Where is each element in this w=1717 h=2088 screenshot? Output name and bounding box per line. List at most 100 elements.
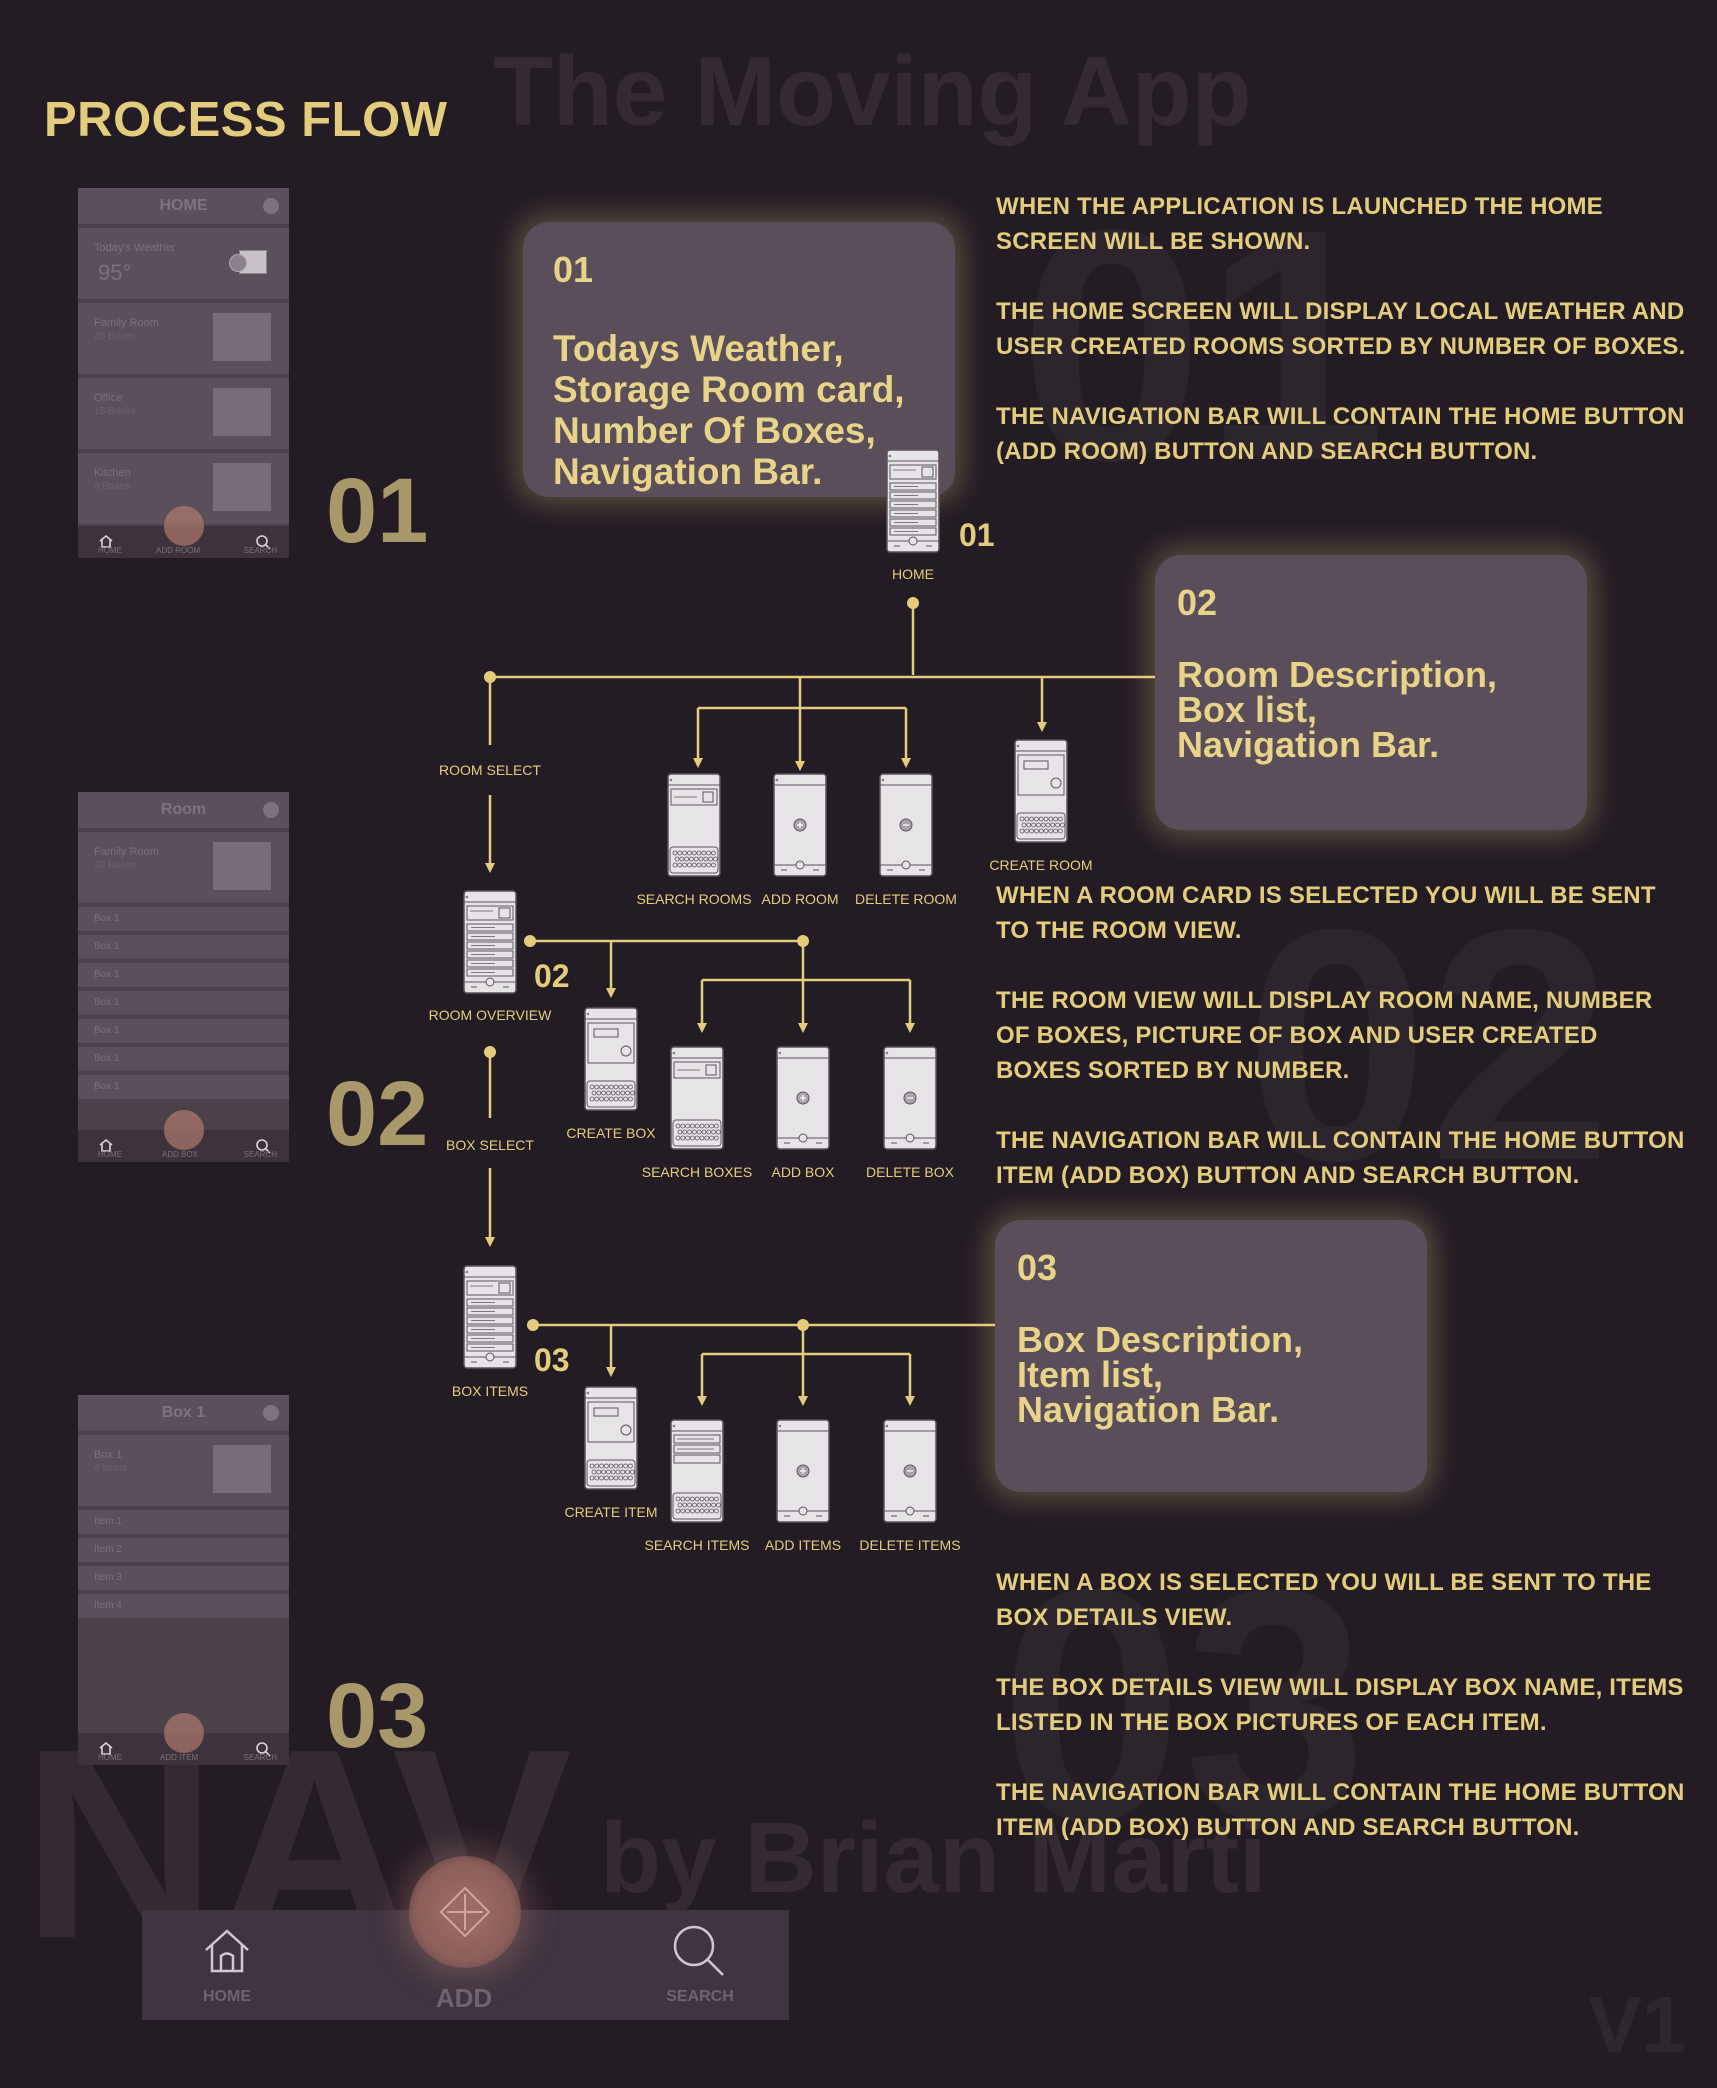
card-text: Room Description, Box list, Navigation B… [1177, 657, 1559, 765]
card-text: Todays Weather, Storage Room card, Numbe… [553, 328, 927, 492]
card-line: Storage Room card, [553, 369, 905, 410]
card-line: Navigation Bar. [1177, 724, 1440, 765]
bg-number-03: 03 [1000, 1520, 1368, 1889]
home-icon [99, 1138, 113, 1152]
paragraph: THE NAVIGATION BAR WILL CONTAIN THE HOME… [996, 1779, 1685, 1841]
room-card: Office 15 Boxes [78, 378, 289, 449]
flow-label: ADD ITEMS [764, 1537, 842, 1553]
card-line: Navigation Bar. [1017, 1389, 1280, 1430]
search-icon [256, 1139, 271, 1154]
card-line: Navigation Bar. [553, 451, 823, 492]
room-card-sub: 20 Boxes [94, 860, 136, 871]
nav-label-home: HOME [98, 546, 122, 555]
nav-label-add: ADD BOX [162, 1150, 199, 1159]
card-line: Box list, [1177, 689, 1318, 730]
paragraph: THE BOX DETAILS VIEW WILL DISPLAY BOX NA… [996, 1674, 1684, 1736]
wireframe-delete-box[interactable] [883, 1046, 937, 1150]
flow-label: SEARCH BOXES [641, 1164, 753, 1180]
room-card-sub: 8 Boxes [94, 481, 131, 492]
list-item: Box 1 [78, 907, 289, 931]
flow-label: ADD BOX [771, 1164, 835, 1180]
add-icon [439, 1886, 491, 1938]
section-01-description: WHEN THE APPLICATION IS LAUNCHED THE HOM… [996, 189, 1696, 469]
room-card-sub: 20 Boxes [94, 331, 136, 342]
add-glow-icon [164, 506, 204, 546]
flow-label: SEARCH ITEMS [644, 1537, 750, 1553]
wireframe-search-items[interactable] [670, 1419, 724, 1523]
wireframe-add-box[interactable] [776, 1046, 830, 1150]
list-item: Item 1 [78, 1510, 289, 1534]
description-card-01: 01 Todays Weather, Storage Room card, Nu… [523, 222, 955, 497]
flow-label: CREATE BOX [566, 1125, 656, 1141]
card-line: Number Of Boxes, [553, 410, 876, 451]
weather-label: Today's Weather [94, 242, 176, 254]
add-nav-label: ADD [435, 1983, 493, 2013]
flow-label: DELETE ROOM [855, 891, 957, 907]
home-screen-mockup: HOME Today's Weather 95° Family Room 20 B… [78, 188, 289, 558]
section-number-03: 03 [326, 1665, 429, 1767]
room-select-label: ROOM SELECT [439, 762, 541, 778]
phone-title: Box 1 [161, 1404, 206, 1421]
wireframe-create-item[interactable] [584, 1386, 638, 1490]
weather-value: 95° [98, 260, 132, 285]
room-card-title: Kitchen [94, 467, 131, 479]
paragraph: WHEN THE APPLICATION IS LAUNCHED THE HOM… [996, 193, 1603, 255]
room-thumbnail [213, 313, 271, 361]
box-card-title: Box 1 [94, 1449, 123, 1461]
byline-watermark: by Brian Marti [600, 1802, 1267, 1914]
card-line: Todays Weather, [553, 328, 844, 369]
phone-nav-bar: HOME ADD ROOM SEARCH [78, 506, 289, 558]
room-card-title: Family Room [94, 317, 159, 329]
add-glow-icon [164, 1713, 204, 1753]
wireframe-search-boxes[interactable] [670, 1046, 724, 1150]
sun-icon [229, 254, 247, 272]
box-items-label: BOX ITEMS [451, 1383, 529, 1399]
nav-label-search: SEARCH [243, 1150, 277, 1159]
app-title-watermark: The Moving App [493, 36, 1252, 146]
wireframe-box-items[interactable] [463, 1265, 517, 1369]
box-thumbnail [213, 1445, 271, 1493]
list-item: Item 3 [78, 1566, 289, 1590]
paragraph: THE ROOM VIEW WILL DISPLAY ROOM NAME, NU… [996, 987, 1653, 1084]
box-select-label: BOX SELECT [446, 1137, 534, 1153]
wireframe-create-room[interactable] [1014, 739, 1068, 843]
search-icon [256, 1742, 271, 1757]
room-thumbnail [213, 463, 271, 511]
wireframe-delete-items[interactable] [883, 1419, 937, 1523]
box-card: Box 1 4 Items [78, 1435, 289, 1506]
wireframe-create-box[interactable] [584, 1007, 638, 1111]
paragraph: THE NAVIGATION BAR WILL CONTAIN THE HOME… [996, 1127, 1685, 1189]
list-item: Box 1 [78, 935, 289, 959]
wireframe-room-overview[interactable] [463, 890, 517, 994]
add-button[interactable] [409, 1856, 521, 1968]
nav-label-search: SEARCH [243, 1753, 277, 1762]
flow-label: SEARCH ROOMS [636, 891, 752, 907]
version-watermark: V1 [1588, 1980, 1686, 2069]
search-icon[interactable] [672, 1924, 726, 1978]
room-thumbnail [213, 842, 271, 890]
minus-icon [263, 198, 279, 214]
card-number: 01 [553, 249, 594, 290]
room-screen-mockup: Room Family Room 20 Boxes Box 1 Box 1 Box… [78, 792, 289, 1162]
paragraph: THE NAVIGATION BAR WILL CONTAIN THE HOME… [996, 403, 1685, 465]
paragraph: WHEN A BOX IS SELECTED YOU WILL BE SENT … [996, 1569, 1652, 1631]
section-02-description: WHEN A ROOM CARD IS SELECTED YOU WILL BE… [996, 878, 1686, 1193]
wireframe-add-items[interactable] [776, 1419, 830, 1523]
room-card-title: Family Room [94, 846, 159, 858]
description-card-02: 02 Room Description, Box list, Navigatio… [1155, 555, 1587, 830]
list-item: Box 1 [78, 963, 289, 987]
wireframe-delete-room[interactable] [879, 773, 933, 877]
wireframe-home[interactable] [886, 449, 940, 553]
flow-label: ADD ROOM [761, 891, 839, 907]
section-03-description: WHEN A BOX IS SELECTED YOU WILL BE SENT … [996, 1565, 1686, 1845]
card-text: Box Description, Item list, Navigation B… [1017, 1322, 1399, 1430]
search-nav-label: SEARCH [666, 1988, 734, 2005]
flow-label: CREATE ROOM [989, 857, 1093, 873]
wireframe-add-room[interactable] [773, 773, 827, 877]
home-node-label: HOME [892, 566, 934, 582]
box-card-sub: 4 Items [94, 1463, 127, 1474]
wireframe-search-rooms[interactable] [667, 773, 721, 877]
list-item: Item 4 [78, 1594, 289, 1618]
home-icon[interactable] [202, 1926, 252, 1974]
